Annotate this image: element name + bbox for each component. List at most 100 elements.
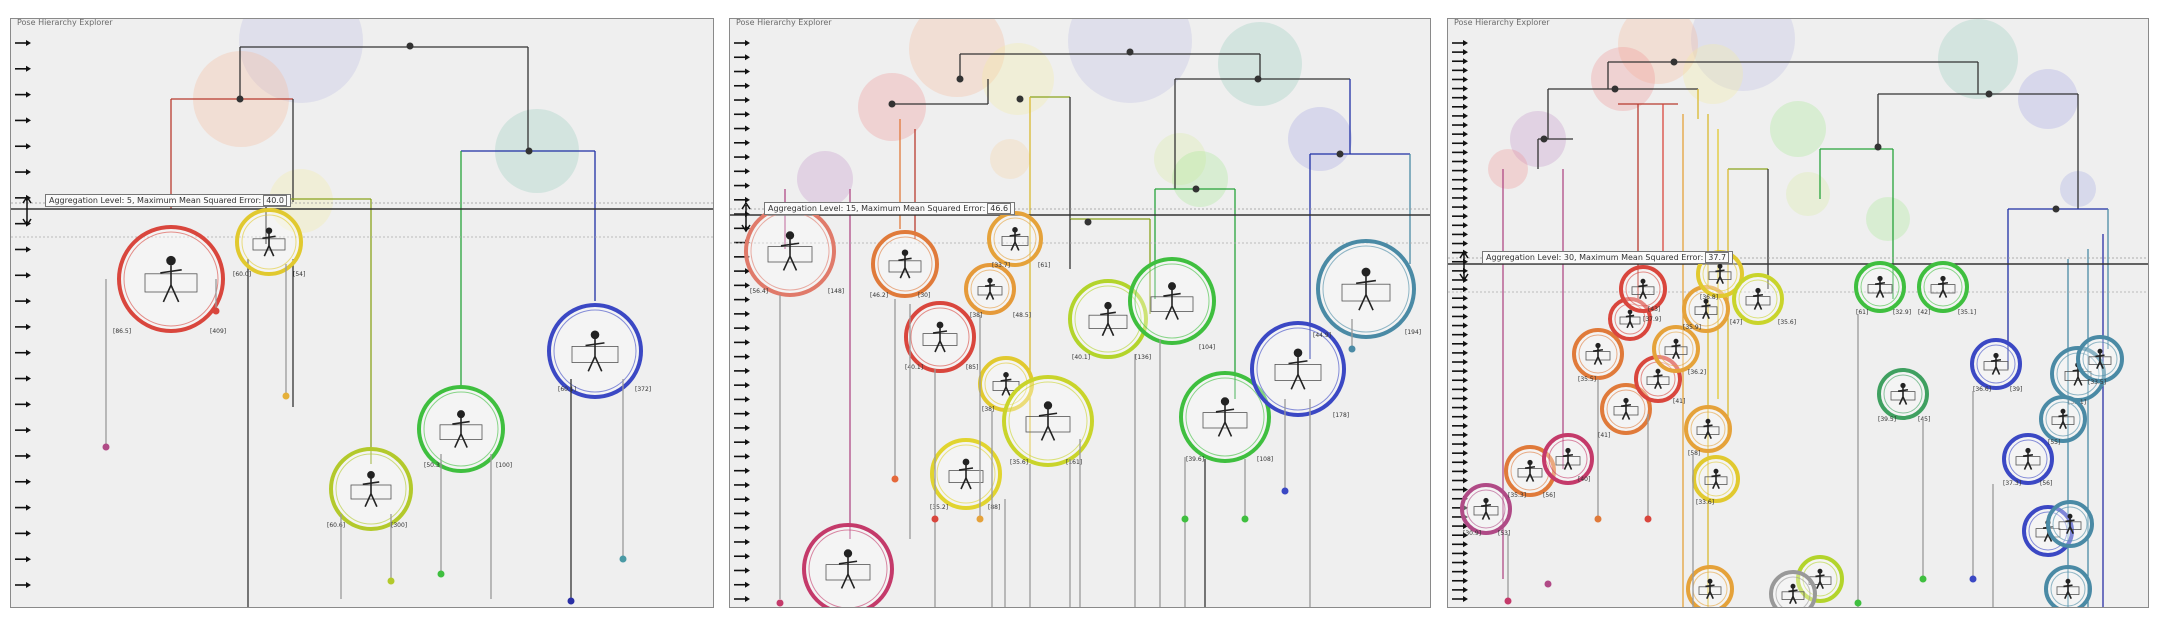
merge-node	[1985, 90, 1993, 98]
cluster-halo	[990, 139, 1030, 179]
cluster-node-ring	[1322, 245, 1410, 333]
cluster-node-ring	[335, 453, 407, 525]
node-error-label: [36.2]	[1688, 369, 1706, 376]
level-arrowhead	[1463, 295, 1468, 302]
cluster-halo	[1068, 19, 1192, 103]
leaf-node	[1594, 515, 1602, 523]
pose-figure-icon	[1703, 418, 1713, 440]
level-arrowhead	[26, 401, 31, 408]
level-arrowhead	[745, 54, 750, 61]
level-arrowhead	[1463, 158, 1468, 165]
hierarchy-panel-1[interactable]: Pose Hierarchy Explorer [86.5] [409] [60.0…	[10, 18, 714, 608]
pose-figure-icon	[898, 249, 912, 279]
level-arrowhead	[1463, 459, 1468, 466]
aggregation-level-text: Aggregation Level: 30, Maximum Mean Squa…	[1486, 253, 1704, 262]
cluster-node-ring	[1074, 285, 1142, 353]
leaf-node	[567, 597, 575, 605]
cluster-node-ring	[241, 214, 297, 270]
pose-figure-icon	[958, 458, 974, 490]
level-arrowhead	[1463, 103, 1468, 110]
hierarchy-tree-view[interactable]: [30.9] [53] [35.3] [56] [40] [35.5] [41] [37.9]…	[1448, 19, 2149, 608]
level-arrowhead	[1463, 441, 1468, 448]
leaf-node	[102, 443, 110, 451]
level-arrowhead	[745, 268, 750, 275]
panel-title: Pose Hierarchy Explorer	[15, 18, 115, 27]
panel-title: Pose Hierarchy Explorer	[1452, 18, 1552, 27]
pose-figure-icon	[160, 255, 182, 303]
level-arrowhead	[1463, 131, 1468, 138]
pose-figure-icon	[2095, 348, 2105, 370]
level-arrowhead	[745, 296, 750, 303]
pose-figure-icon	[1480, 497, 1492, 520]
cluster-node-ring	[1548, 439, 1588, 479]
node-error-label: [33.5]	[2088, 379, 2106, 386]
level-arrowhead	[745, 282, 750, 289]
node-error-label: [35.2]	[930, 504, 948, 511]
level-arrowhead	[1463, 176, 1468, 183]
node-error-label: [61]	[1038, 262, 1050, 269]
cluster-node-ring	[1923, 267, 1963, 307]
cluster-node-ring	[970, 269, 1010, 309]
max-error-value: 46.6	[987, 203, 1012, 214]
node-error-label: [35.3]	[1508, 492, 1526, 499]
level-arrowhead	[1463, 386, 1468, 393]
merge-node	[1540, 135, 1548, 143]
leaf-node	[1854, 599, 1862, 607]
level-arrowhead	[745, 410, 750, 417]
level-arrowhead	[745, 40, 750, 46]
cluster-node-ring	[1883, 374, 1923, 414]
node-error-label: [35.6]	[1778, 319, 1796, 326]
node-error-label: [56.4]	[750, 288, 768, 295]
hierarchy-panel-2[interactable]: Pose Hierarchy Explorer [56.4] [148] [46.2…	[729, 18, 1431, 608]
level-arrowhead	[745, 596, 750, 602]
pose-figure-icon	[1671, 338, 1681, 360]
leaf-node	[437, 570, 445, 578]
node-error-label: [44.9]	[1313, 332, 1331, 339]
node-error-label: [40.1]	[1072, 354, 1090, 361]
level-arrowhead	[26, 246, 31, 253]
leaf-node	[1504, 597, 1512, 605]
node-error-label: [33.7]	[992, 262, 1010, 269]
level-arrowhead	[745, 353, 750, 360]
pose-figure-icon	[1009, 227, 1021, 251]
level-arrowhead	[1463, 577, 1468, 584]
cluster-halo	[1770, 101, 1826, 157]
level-arrowhead	[1463, 359, 1468, 366]
level-arrowhead	[745, 154, 750, 161]
level-arrowhead	[1463, 76, 1468, 83]
level-arrowhead	[1463, 413, 1468, 420]
merge-node	[1016, 95, 1024, 103]
level-arrowhead	[1463, 231, 1468, 238]
leaf-node	[1544, 580, 1552, 588]
cluster-node-ring	[1658, 331, 1694, 367]
level-arrowhead	[1463, 204, 1468, 211]
level-arrowhead	[1463, 340, 1468, 347]
node-error-label: [35.1]	[1958, 309, 1976, 316]
level-arrowhead	[745, 439, 750, 446]
level-arrowhead	[745, 467, 750, 474]
level-arrowhead	[745, 82, 750, 89]
cluster-node-ring	[1690, 411, 1726, 447]
node-error-label: [194]	[1405, 329, 1421, 336]
leaf-node	[282, 392, 290, 400]
level-arrowhead	[745, 453, 750, 460]
aggregation-level-label: Aggregation Level: 5, Maximum Mean Squar…	[45, 194, 291, 207]
cluster-halo	[1154, 133, 1206, 185]
level-arrowhead	[1463, 596, 1468, 602]
hierarchy-tree-view[interactable]: [86.5] [409] [60.0] [54] [60.6] [300] [50.3] [1…	[11, 19, 714, 608]
level-arrowhead	[26, 117, 31, 124]
level-arrowhead	[745, 125, 750, 132]
pose-figure-icon	[984, 277, 996, 300]
merge-node	[1192, 185, 1200, 193]
pose-figure-icon	[1711, 468, 1721, 490]
cluster-node-ring	[1775, 576, 1811, 607]
hierarchy-tree-view[interactable]: [56.4] [148] [46.2] [30] [40.1] [85] [38] [48.5…	[730, 19, 1431, 608]
node-error-label: [37.9]	[1643, 316, 1661, 323]
hierarchy-panel-3[interactable]: Pose Hierarchy Explorer [30.9] [53] [35.3]…	[1447, 18, 2149, 608]
merge-node	[1336, 150, 1344, 158]
leaf-node	[1919, 575, 1927, 583]
pose-figure-icon	[2058, 408, 2068, 430]
cluster-node-ring	[1698, 461, 1734, 497]
cluster-halo	[1172, 151, 1228, 207]
node-error-label: [54]	[293, 271, 305, 278]
